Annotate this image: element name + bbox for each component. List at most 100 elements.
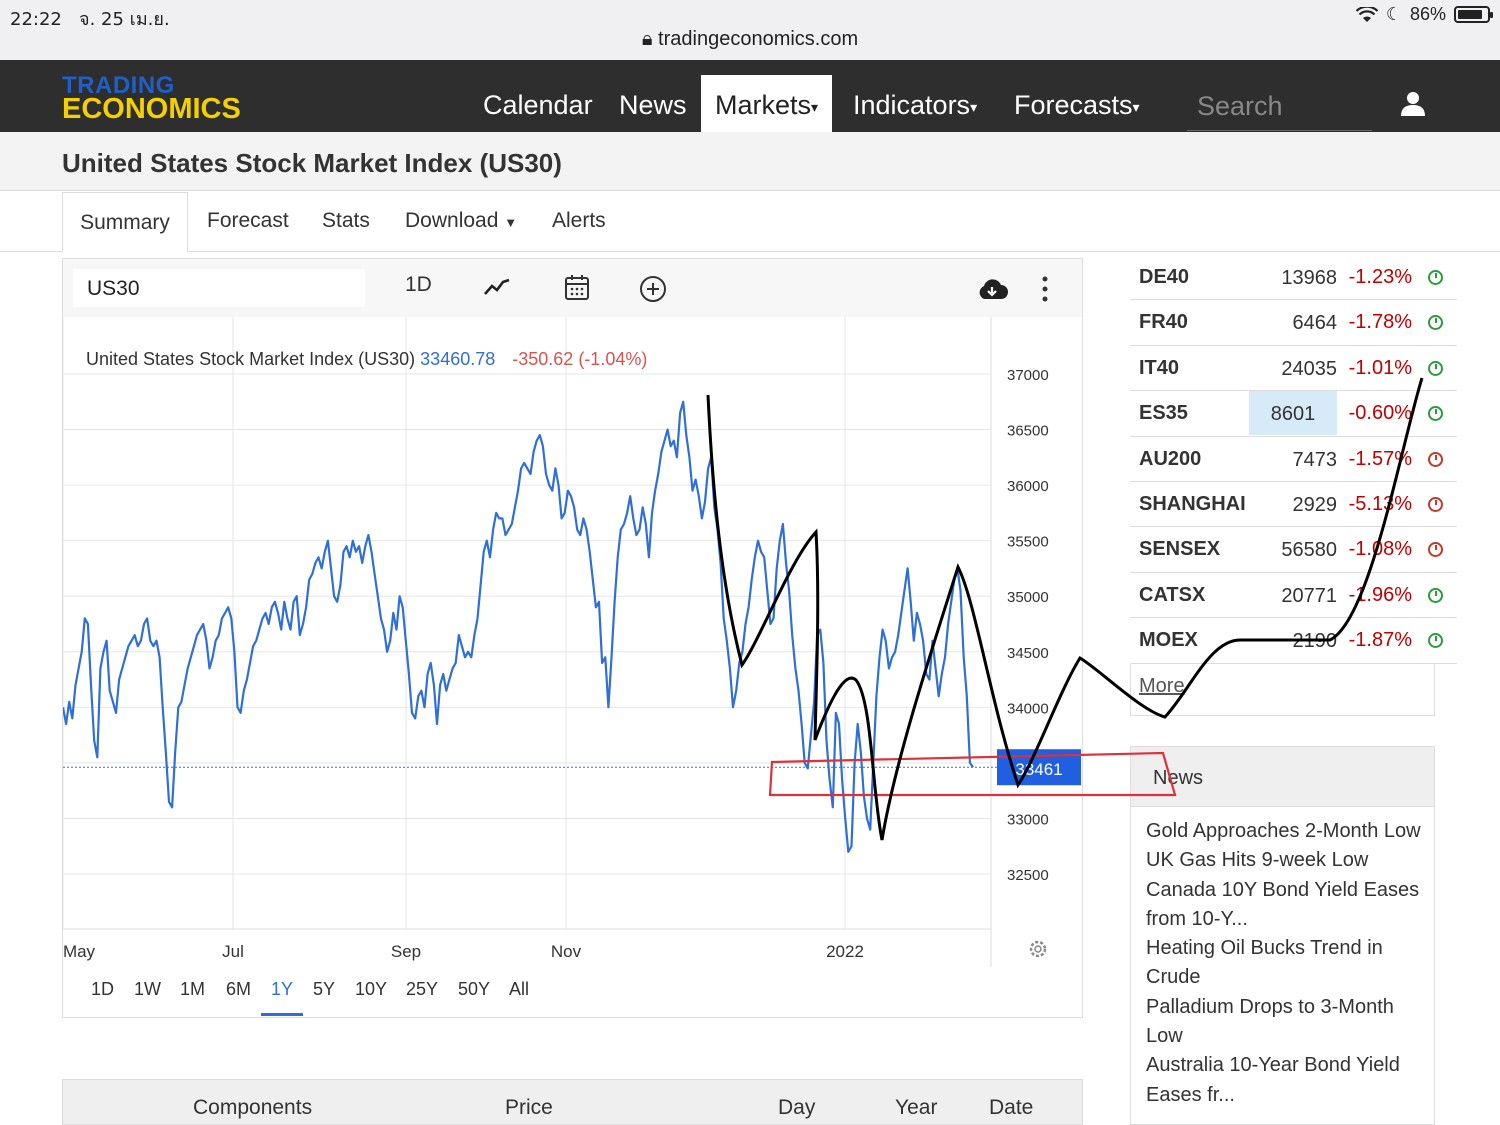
news-item[interactable]: Australia 10-Year Bond Yield Eases fr...	[1146, 1054, 1400, 1106]
market-value: 8601	[1249, 391, 1337, 436]
range-5y[interactable]: 5Y	[313, 979, 336, 999]
top-navbar: TRADING ECONOMICS Calendar News Markets▾…	[0, 60, 1500, 132]
status-icons: ☾ 86%	[1355, 4, 1493, 25]
col-year[interactable]: Year	[895, 1096, 938, 1119]
more-markets-link[interactable]: More	[1139, 675, 1185, 697]
clock-icon	[1428, 587, 1443, 603]
status-time: 22:22 จ. 25 เม.ย.	[10, 9, 170, 30]
market-row[interactable]: IT40 24035 -1.01%	[1130, 346, 1457, 392]
series-line	[63, 400, 974, 853]
col-price[interactable]: Price	[505, 1096, 553, 1119]
market-value: 56580	[1281, 539, 1337, 562]
range-50y[interactable]: 50Y	[458, 979, 491, 999]
market-change: -1.01%	[1348, 356, 1412, 379]
more-vertical-icon[interactable]	[1041, 275, 1049, 303]
range-1y[interactable]: 1Y	[271, 979, 294, 999]
market-row[interactable]: AU200 7473 -1.57%	[1130, 437, 1457, 482]
active-range-indicator	[261, 1013, 303, 1016]
market-symbol[interactable]: MOEX	[1139, 629, 1198, 652]
market-symbol[interactable]: IT40	[1139, 356, 1180, 379]
market-row[interactable]: MOEX 2190 -1.87%	[1130, 618, 1457, 664]
caret-down-icon: ▾	[811, 98, 819, 115]
x-tick-label: Jul	[222, 942, 244, 961]
x-tick-label: 2022	[826, 942, 864, 961]
news-header: News	[1131, 747, 1434, 807]
range-1d[interactable]: 1D	[91, 979, 115, 999]
market-row[interactable]: SENSEX 56580 -1.08%	[1130, 527, 1457, 573]
clock-icon	[1428, 270, 1443, 285]
range-25y[interactable]: 25Y	[406, 979, 439, 999]
market-row[interactable]: DE40 13968 -1.23%	[1130, 255, 1457, 301]
market-symbol[interactable]: CATSX	[1139, 583, 1206, 606]
tab-download[interactable]: Download ▼	[405, 209, 518, 232]
legend-price: 33460.78	[420, 349, 496, 369]
price-chart[interactable]: 3700036500360003550035000345003400033500…	[63, 317, 1082, 977]
tab-stats[interactable]: Stats	[322, 209, 370, 232]
wifi-icon	[1355, 6, 1378, 22]
user-icon[interactable]	[1400, 90, 1426, 116]
cloud-download-icon[interactable]	[976, 277, 1008, 301]
x-tick-label: Nov	[551, 942, 582, 961]
market-row[interactable]: CATSX 20771 -1.96%	[1130, 573, 1457, 619]
lock-icon: 🔒︎	[641, 28, 653, 50]
logo-economics[interactable]: ECONOMICS	[62, 93, 241, 125]
symbol-input[interactable]: US30	[73, 269, 365, 307]
market-value: 13968	[1281, 267, 1337, 289]
news-item[interactable]: Heating Oil Bucks Trend in Crude	[1146, 937, 1383, 989]
title-band: United States Stock Market Index (US30)	[0, 132, 1500, 191]
news-item[interactable]: Canada 10Y Bond Yield Eases from 10-Y...	[1146, 878, 1420, 930]
address-bar[interactable]: 🔒︎ tradingeconomics.com	[0, 28, 1500, 51]
nav-markets[interactable]: Markets▾	[701, 75, 833, 132]
market-change: -5.13%	[1348, 492, 1412, 515]
market-symbol[interactable]: AU200	[1139, 447, 1202, 470]
tab-alerts[interactable]: Alerts	[552, 209, 606, 232]
search-input[interactable]: Search	[1187, 85, 1372, 131]
col-components[interactable]: Components	[193, 1096, 313, 1119]
url-text: tradingeconomics.com	[658, 28, 859, 50]
market-change: -1.96%	[1348, 583, 1412, 606]
market-row[interactable]: SHANGHAI 2929 -5.13%	[1130, 482, 1457, 528]
nav-forecasts[interactable]: Forecasts▾	[1014, 90, 1140, 120]
moon-icon: ☾	[1385, 4, 1402, 24]
col-day[interactable]: Day	[778, 1096, 816, 1119]
news-item[interactable]: Gold Approaches 2-Month Low	[1146, 820, 1421, 842]
news-item[interactable]: Palladium Drops to 3-Month Low	[1146, 995, 1394, 1048]
market-row[interactable]: FR40 6464 -1.78%	[1130, 300, 1457, 346]
logo-trading[interactable]: TRADING	[62, 72, 175, 99]
market-change: -1.57%	[1348, 447, 1412, 470]
range-all[interactable]: All	[509, 979, 530, 999]
col-date[interactable]: Date	[989, 1096, 1034, 1119]
tab-forecast[interactable]: Forecast	[207, 209, 289, 232]
last-value-label: 33461	[1015, 760, 1062, 779]
clock-icon	[1428, 451, 1443, 467]
y-tick-label: 35000	[1007, 589, 1049, 606]
line-chart-icon[interactable]	[483, 277, 511, 297]
nav-news[interactable]: News	[619, 90, 687, 120]
range-1m[interactable]: 1M	[180, 979, 206, 999]
range-10y[interactable]: 10Y	[355, 979, 388, 999]
add-circle-icon[interactable]	[639, 275, 667, 303]
calendar-icon[interactable]	[564, 273, 590, 301]
market-row[interactable]: ES35 8601 -0.60%	[1130, 391, 1457, 437]
legend-series-name: United States Stock Market Index (US30)	[86, 349, 416, 369]
x-tick-label: May	[63, 942, 96, 961]
news-item[interactable]: UK Gas Hits 9-week Low	[1146, 849, 1369, 872]
market-symbol[interactable]: ES35	[1139, 402, 1188, 425]
range-6m[interactable]: 6M	[226, 979, 252, 999]
x-tick-label: Sep	[391, 942, 421, 961]
nav-indicators[interactable]: Indicators▾	[853, 90, 978, 120]
market-symbol[interactable]: FR40	[1139, 311, 1188, 334]
market-symbol[interactable]: SENSEX	[1139, 538, 1221, 561]
market-change: -1.23%	[1348, 266, 1412, 288]
clock-icon	[1428, 360, 1443, 376]
gear-icon[interactable]	[1029, 940, 1047, 958]
nav-calendar[interactable]: Calendar	[483, 90, 593, 120]
market-symbol[interactable]: SHANGHAI	[1139, 492, 1246, 515]
y-tick-label: 34500	[1007, 645, 1049, 662]
range-1w[interactable]: 1W	[134, 979, 161, 999]
news-box: News Gold Approaches 2-Month Low UK Gas …	[1130, 746, 1435, 1125]
tab-summary[interactable]: Summary	[62, 192, 188, 253]
market-symbol[interactable]: DE40	[1139, 266, 1190, 288]
components-table-header: Components Price Day Year Date	[62, 1079, 1083, 1125]
interval-button[interactable]: 1D	[405, 273, 432, 296]
